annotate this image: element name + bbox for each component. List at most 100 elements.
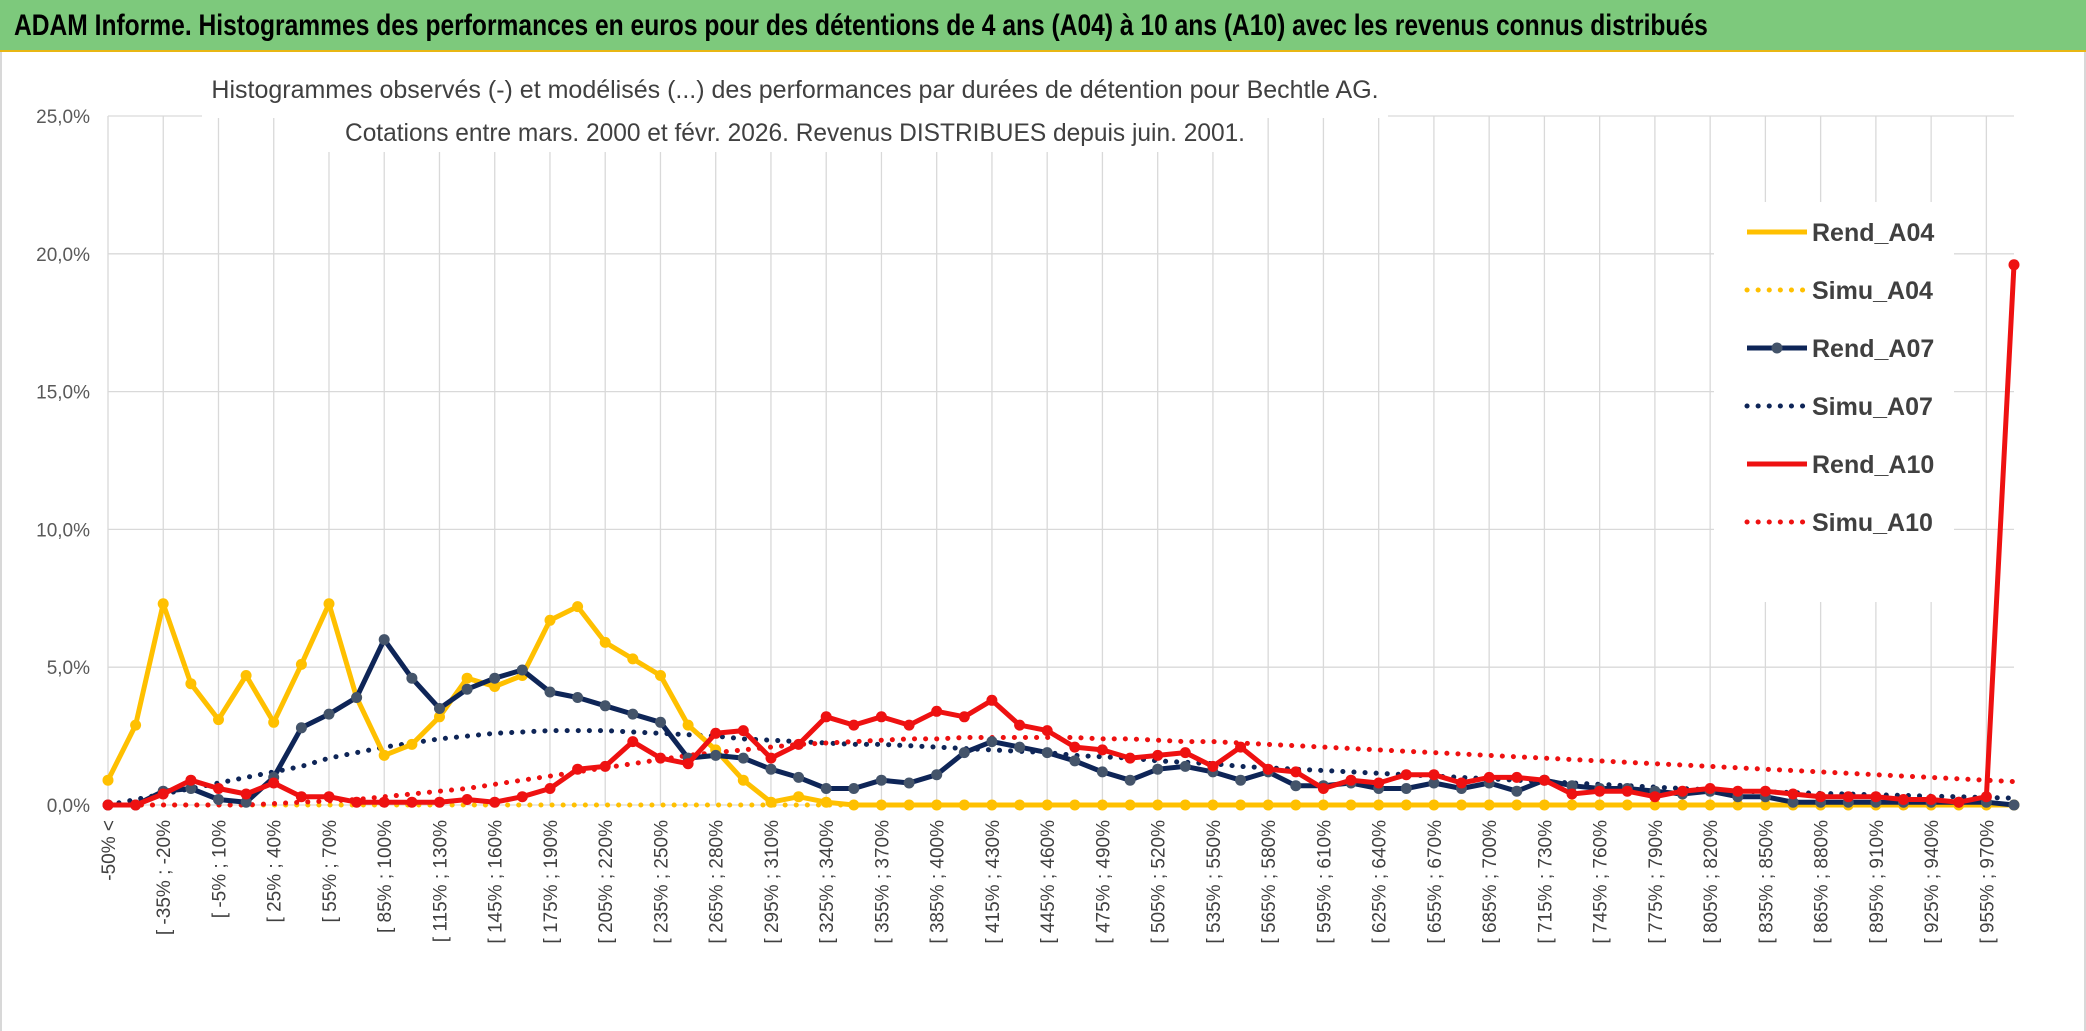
chart-area: 0,0% 5,0% 10,0% 15,0% 20,0% 25,0% -50% < [ -35… [0,52,2086,1031]
x-tick-label: [ 445% ; 460% [1038,820,1059,944]
series-line-rend-a04 [105,601,2014,808]
data-point-rend-a10 [1014,719,1026,731]
data-point-rend-a04 [213,714,224,726]
data-point-rend-a04 [378,749,390,761]
data-point-rend-a07 [655,716,666,728]
data-point-rend-a04 [1069,799,1081,811]
data-point-rend-a04 [1152,799,1164,811]
data-point-rend-a07 [1069,755,1081,767]
data-point-rend-a04 [489,681,501,692]
data-point-rend-a04 [1677,799,1688,811]
x-tick-label: [ 805% ; 820% [1701,820,1722,944]
data-point-rend-a04 [185,678,197,690]
data-point-rend-a07 [544,686,556,698]
data-point-rend-a07 [516,664,528,676]
y-tick-label: 0,0% [47,796,90,817]
data-point-rend-a10 [434,796,445,808]
data-point-rend-a04 [599,636,611,648]
data-point-rend-a10 [544,783,556,794]
data-point-rend-a04 [1400,799,1412,811]
data-point-rend-a10 [1621,785,1633,797]
x-tick-label: [ 295% ; 310% [762,820,783,944]
data-point-rend-a07 [1179,760,1191,772]
x-tick-label: [ 265% ; 280% [707,820,728,944]
data-point-rend-a10 [682,758,694,770]
data-point-rend-a10 [1980,791,1992,803]
x-tick-label: [ 415% ; 430% [983,820,1004,944]
data-point-rend-a10 [1152,749,1164,761]
data-point-rend-a04 [1373,799,1385,811]
data-point-rend-a04 [682,719,694,731]
data-point-rend-a10 [820,711,832,723]
data-point-rend-a04 [848,799,860,811]
data-point-rend-a10 [1649,791,1661,803]
data-point-rend-a04 [1014,799,1026,811]
data-point-rend-a10 [1096,744,1108,756]
data-point-rend-a07 [599,700,611,712]
data-point-rend-a10 [903,719,915,731]
data-point-rend-a04 [820,796,832,808]
data-point-rend-a10 [1207,760,1219,772]
data-point-rend-a04 [130,719,142,731]
legend-label-rend-a10: Rend_A10 [1812,451,1934,479]
data-point-rend-a10 [1290,766,1302,778]
x-tick-label: [ 595% ; 610% [1314,820,1335,944]
data-point-rend-a07 [434,703,445,714]
x-tick-label: [ 235% ; 250% [651,820,672,944]
data-point-rend-a07 [765,763,777,775]
data-point-rend-a04 [1124,799,1136,811]
data-point-rend-a04 [1179,799,1191,811]
data-point-rend-a07 [931,769,943,781]
x-tick-label: [ 205% ; 220% [596,820,617,944]
chart-title-line: Histogrammes observés (-) et modélisés (… [211,76,1378,104]
data-point-rend-a07 [1014,741,1026,753]
data-point-rend-a10 [1787,788,1799,800]
data-point-rend-a10 [737,725,749,737]
data-point-rend-a07 [185,783,197,794]
x-tick-label: [ 745% ; 760% [1591,820,1612,944]
data-point-rend-a04 [1290,799,1302,811]
data-point-rend-a10 [1373,777,1385,789]
x-tick-label: [ -5% ; 10% [209,820,230,918]
legend-label-rend-a07: Rend_A07 [1812,335,1934,363]
data-point-rend-a07 [572,692,584,703]
series-line-rend-a10 [108,264,2017,808]
data-point-rend-a10 [130,799,142,811]
title-background [324,118,1266,152]
data-point-rend-a10 [627,736,639,748]
data-point-rend-a07 [820,783,832,794]
data-point-rend-a07 [1290,780,1302,792]
data-point-rend-a07 [710,749,722,761]
data-point-rend-a07 [489,672,501,684]
data-point-rend-a10 [1842,791,1854,803]
data-point-rend-a10 [1428,769,1440,781]
x-tick-label: [ 385% ; 400% [928,820,949,944]
legend-label-rend-a04: Rend_A04 [1812,219,1934,247]
data-point-rend-a10 [1069,741,1081,753]
x-tick-label: [ -35% ; -20% [154,820,175,935]
data-point-rend-a04 [875,799,887,811]
data-point-rend-a10 [102,799,114,811]
data-point-rend-a07 [1152,763,1164,775]
data-point-rend-a07 [240,796,252,808]
x-tick-label: [ 145% ; 160% [486,820,507,944]
x-tick-label: [ 175% ; 190% [541,820,562,944]
legend-marker-rend-a07 [1771,342,1783,354]
data-point-rend-a10 [1179,747,1191,759]
line-chart: 0,0% 5,0% 10,0% 15,0% 20,0% 25,0% -50% < [ -35… [36,54,2020,944]
x-tick-label: [ 535% ; 550% [1204,820,1225,944]
x-tick-label: [ 625% ; 640% [1370,820,1391,944]
x-tick-label: [ 325% ; 340% [817,820,838,944]
data-point-rend-a04 [1566,799,1578,811]
data-point-rend-a07 [351,692,363,703]
data-point-rend-a10 [489,796,501,808]
y-tick-label: 20,0% [36,245,90,266]
data-point-rend-a07 [1235,774,1247,786]
data-point-rend-a07 [1511,785,1523,797]
data-point-rend-a04 [323,598,335,610]
data-point-rend-a07 [986,736,998,748]
x-tick-label: [ 505% ; 520% [1149,820,1170,944]
data-point-rend-a04 [1345,799,1357,811]
banner-title: ADAM Informe. Histogrammes des performan… [14,9,1708,42]
data-point-rend-a04 [986,799,998,811]
